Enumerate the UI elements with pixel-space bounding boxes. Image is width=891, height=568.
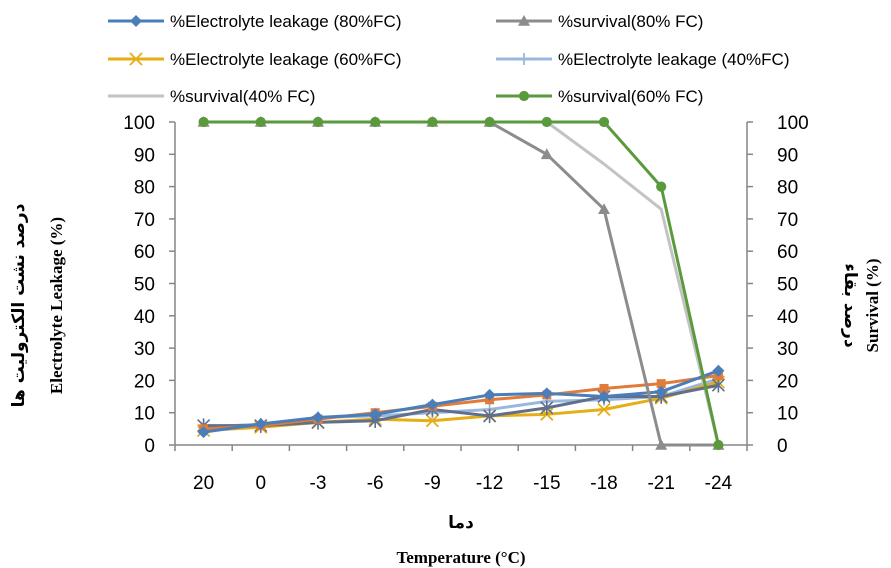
data-point xyxy=(655,439,668,450)
y-right-tick-label: 100 xyxy=(777,113,809,134)
data-point xyxy=(656,379,666,389)
data-point xyxy=(656,181,667,192)
y-right-tick-label: 60 xyxy=(777,242,798,263)
data-point xyxy=(425,414,440,428)
data-point xyxy=(426,398,439,411)
x-axis-title-en: Temperature (°C) xyxy=(396,548,525,567)
data-point xyxy=(483,388,496,401)
x-tick-label: -24 xyxy=(705,473,733,494)
data-point xyxy=(712,364,725,377)
data-point xyxy=(427,116,438,128)
data-point xyxy=(540,387,553,400)
x-tick-label: -18 xyxy=(590,473,617,494)
series-layer xyxy=(196,116,726,451)
data-point xyxy=(312,116,324,128)
y-left-tick-label: 80 xyxy=(134,178,155,199)
x-tick-label: -15 xyxy=(533,473,560,494)
y-right-tick-label: 80 xyxy=(777,178,798,199)
legend: %Electrolyte leakage (80%FC) %survival(80… xyxy=(108,12,789,106)
data-point xyxy=(597,402,611,417)
legend-label: %Electrolyte leakage (60%FC) xyxy=(170,50,401,69)
data-point xyxy=(541,116,552,128)
data-point xyxy=(540,400,554,416)
data-point xyxy=(598,390,610,403)
x-tick-label: -3 xyxy=(310,473,327,494)
data-point xyxy=(599,383,609,393)
y-right-tick-label: 20 xyxy=(777,371,798,392)
legend-label: %survival(60% FC) xyxy=(558,87,703,106)
y-left-tick-label: 0 xyxy=(144,436,155,457)
legend-entry: %survival(40% FC) xyxy=(108,87,315,106)
legend-label: %survival(40% FC) xyxy=(170,87,315,106)
data-point xyxy=(254,418,267,431)
data-point xyxy=(369,408,382,421)
data-point xyxy=(483,408,497,424)
y-right-tick-label: 30 xyxy=(777,339,798,360)
x-ticks: 20 0 -3 -6 -9 -12 -15 -18 -21 -24 xyxy=(174,445,748,494)
data-point xyxy=(484,116,495,128)
y-left-ticks: 0 10 20 30 40 50 60 70 80 90 100 xyxy=(123,113,175,457)
y-left-tick-label: 50 xyxy=(134,275,155,296)
legend-label: %survival(80% FC) xyxy=(558,12,703,31)
y-left-tick-label: 30 xyxy=(134,339,155,360)
legend-label: %Electrolyte leakage (40%FC) xyxy=(558,50,789,69)
y-right-tick-label: 50 xyxy=(777,275,798,296)
series-5 xyxy=(198,116,724,451)
series-line xyxy=(203,374,719,431)
data-point xyxy=(598,116,610,128)
y-left-tick-label: 20 xyxy=(134,371,155,392)
legend-swatch-marker xyxy=(518,90,530,102)
legend-entry: %survival(80% FC) xyxy=(496,12,703,31)
y-left-tick-label: 70 xyxy=(134,210,155,231)
data-point xyxy=(713,439,724,451)
x-tick-label: -12 xyxy=(476,473,503,494)
series-line xyxy=(203,369,719,434)
y-right-tick-label: 90 xyxy=(777,145,798,166)
y-right-axis-title-en: Survival (%) xyxy=(863,259,882,353)
data-point xyxy=(598,203,610,215)
x-tick-label: 20 xyxy=(193,473,214,494)
y-right-tick-label: 40 xyxy=(777,307,798,328)
data-point xyxy=(370,116,381,128)
y-right-tick-label: 10 xyxy=(777,404,798,425)
legend-swatch-marker xyxy=(130,15,142,27)
y-left-tick-label: 40 xyxy=(134,307,155,328)
data-point xyxy=(312,411,324,424)
x-tick-label: -6 xyxy=(367,473,384,494)
x-tick-label: -9 xyxy=(424,473,441,494)
legend-entry: %survival(60% FC) xyxy=(496,87,703,106)
legend-swatch-marker xyxy=(518,53,530,65)
data-point xyxy=(711,378,725,393)
series-line xyxy=(203,383,719,428)
data-point xyxy=(540,148,553,160)
legend-entry: %Electrolyte leakage (60%FC) xyxy=(108,50,401,69)
y-right-ticks: 0 10 20 30 40 50 60 70 80 90 100 xyxy=(747,113,809,457)
data-point xyxy=(255,116,266,128)
y-left-axis-title-en: Electrolyte Leakage (%) xyxy=(47,217,66,394)
x-tick-label: -21 xyxy=(647,473,674,494)
data-point xyxy=(198,116,209,128)
legend-swatch-marker xyxy=(129,52,143,66)
data-point xyxy=(197,426,210,439)
series-line xyxy=(203,120,720,446)
series-0 xyxy=(197,364,725,439)
y-right-tick-label: 70 xyxy=(777,210,798,231)
y-left-tick-label: 100 xyxy=(123,113,155,134)
x-axis-title-fa: دما xyxy=(448,513,474,533)
y-right-tick-label: 0 xyxy=(777,436,788,457)
legend-entry: %Electrolyte leakage (40%FC) xyxy=(496,50,789,69)
legend-entry: %Electrolyte leakage (80%FC) xyxy=(108,12,401,31)
y-left-tick-label: 90 xyxy=(134,145,155,166)
legend-label: %Electrolyte leakage (80%FC) xyxy=(170,12,401,31)
y-right-axis-title-fa: درصد بقاء xyxy=(840,263,860,348)
y-left-tick-label: 10 xyxy=(134,404,155,425)
y-left-tick-label: 60 xyxy=(134,242,155,263)
x-tick-label: 0 xyxy=(256,473,267,494)
data-point xyxy=(655,385,668,398)
legend-swatch-marker xyxy=(518,15,530,26)
y-left-axis-title-fa: درصد نشت الکترولیت ها xyxy=(9,203,29,407)
